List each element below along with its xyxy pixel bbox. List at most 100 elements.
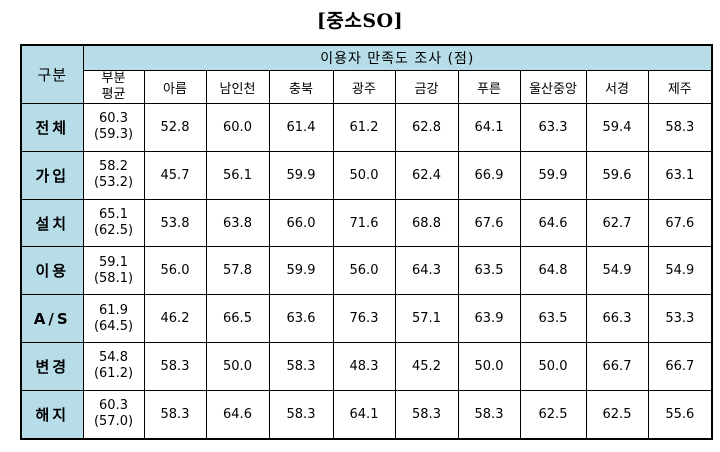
table-row: 가입 58.2 (53.2) 45.7 56.1 59.9 50.0 62.4 66.9 59.9… xyxy=(20,150,713,200)
table-cell: 63.5 xyxy=(519,294,587,344)
table-row: A/S 61.9 (64.5) 46.2 66.5 63.6 76.3 57.1 63.9 63.… xyxy=(20,294,713,344)
table-cell: 62.8 xyxy=(394,103,459,152)
table-cell: 64.1 xyxy=(332,389,396,440)
table-cell: 76.3 xyxy=(332,294,396,344)
table-cell: 50.0 xyxy=(205,342,270,391)
table-row: 설치 65.1 (62.5) 53.8 63.8 66.0 71.6 68.8 67.6 64.6… xyxy=(20,198,713,248)
row-average-previous: (61.2) xyxy=(93,366,134,382)
table-cell: 64.6 xyxy=(519,198,587,248)
table-title: [중소SO] xyxy=(316,10,404,32)
row-average-previous: (62.5) xyxy=(93,223,134,239)
table-cell: 58.3 xyxy=(457,389,521,440)
group-header: 이용자 만족도 조사 (점) xyxy=(82,44,713,71)
row-average-current: 60.3 xyxy=(99,398,128,414)
satisfaction-table: 구분 이용자 만족도 조사 (점) 부분 평균 아름 남인천 충북 광주 금강 푸른 울산중… xyxy=(20,44,714,440)
table-cell: 62.7 xyxy=(585,198,649,248)
table-cell: 58.3 xyxy=(647,103,713,152)
table-cell: 67.6 xyxy=(647,198,713,248)
table-row: 해지 60.3 (57.0) 58.3 64.6 58.3 64.1 58.3 58.3 62.5… xyxy=(20,389,713,440)
row-label: 가입 xyxy=(20,150,84,200)
row-average-previous: (64.5) xyxy=(93,318,134,334)
table-cell: 66.7 xyxy=(585,342,649,391)
table-cell: 53.3 xyxy=(647,294,713,344)
table-cell: 58.3 xyxy=(268,342,334,391)
table-cell: 59.6 xyxy=(585,150,649,200)
row-average-current: 58.2 xyxy=(99,159,128,175)
table-cell: 66.9 xyxy=(457,150,521,200)
table-cell: 63.5 xyxy=(457,246,521,296)
table-cell: 50.0 xyxy=(332,150,396,200)
table-row: 전체 60.3 (59.3) 52.8 60.0 61.4 61.2 62.8 64.1 63.3… xyxy=(20,103,713,152)
table-cell: 61.4 xyxy=(268,103,334,152)
row-average-previous: (53.2) xyxy=(93,175,134,191)
table-cell: 58.3 xyxy=(268,389,334,440)
table-cell: 62.4 xyxy=(394,150,459,200)
group-header-row: 구분 이용자 만족도 조사 (점) xyxy=(20,44,713,104)
table-body: 전체 60.3 (59.3) 52.8 60.0 61.4 61.2 62.8 64.1 63.3… xyxy=(20,103,713,440)
table-cell: 55.6 xyxy=(647,389,713,440)
table-cell: 71.6 xyxy=(332,198,396,248)
row-average-current: 54.8 xyxy=(99,350,128,366)
row-average: 54.8 (61.2) xyxy=(82,342,145,391)
column-header: 제주 xyxy=(647,70,713,104)
table-cell: 56.0 xyxy=(143,246,207,296)
row-average: 60.3 (59.3) xyxy=(82,103,145,152)
table-cell: 50.0 xyxy=(519,342,587,391)
row-average: 65.1 (62.5) xyxy=(82,198,145,248)
column-header: 광주 xyxy=(332,70,396,104)
table-cell: 66.5 xyxy=(205,294,270,344)
column-header: 충북 xyxy=(268,70,334,104)
row-average: 58.2 (53.2) xyxy=(82,150,145,200)
table-cell: 57.1 xyxy=(394,294,459,344)
table-cell: 66.0 xyxy=(268,198,334,248)
column-header: 금강 xyxy=(394,70,459,104)
table-cell: 59.9 xyxy=(268,150,334,200)
row-label: 전체 xyxy=(20,103,84,152)
table-cell: 48.3 xyxy=(332,342,396,391)
table-row: 변경 54.8 (61.2) 58.3 50.0 58.3 48.3 45.2 50.0 50.0… xyxy=(20,342,713,391)
table-cell: 63.1 xyxy=(647,150,713,200)
table-cell: 64.3 xyxy=(394,246,459,296)
row-label: 설치 xyxy=(20,198,84,248)
table-cell: 58.3 xyxy=(143,342,207,391)
table-cell: 63.3 xyxy=(519,103,587,152)
table-cell: 54.9 xyxy=(647,246,713,296)
table-cell: 58.3 xyxy=(143,389,207,440)
table-cell: 63.6 xyxy=(268,294,334,344)
row-average: 61.9 (64.5) xyxy=(82,294,145,344)
table-cell: 50.0 xyxy=(457,342,521,391)
table-cell: 52.8 xyxy=(143,103,207,152)
row-label: A/S xyxy=(20,294,84,344)
table-cell: 62.5 xyxy=(519,389,587,440)
table-cell: 67.6 xyxy=(457,198,521,248)
table-cell: 59.9 xyxy=(268,246,334,296)
row-average: 59.1 (58.1) xyxy=(82,246,145,296)
row-average-previous: (58.1) xyxy=(93,270,134,286)
row-header-label: 구분 xyxy=(20,44,84,104)
column-header-row: 부분 평균 아름 남인천 충북 광주 금강 푸른 울산중앙 서경 제주 xyxy=(21,70,713,104)
table-cell: 63.8 xyxy=(205,198,270,248)
avg-header: 부분 평균 xyxy=(82,70,145,104)
column-header: 서경 xyxy=(585,70,649,104)
avg-header-line2: 평균 xyxy=(101,87,126,102)
column-header: 푸른 xyxy=(457,70,521,104)
table-cell: 45.7 xyxy=(143,150,207,200)
table-cell: 64.1 xyxy=(457,103,521,152)
table-cell: 61.2 xyxy=(332,103,396,152)
avg-header-line1: 부분 xyxy=(101,71,126,86)
table-cell: 59.4 xyxy=(585,103,649,152)
table-cell: 58.3 xyxy=(394,389,459,440)
table-cell: 56.1 xyxy=(205,150,270,200)
row-average-current: 65.1 xyxy=(99,207,128,223)
table-cell: 63.9 xyxy=(457,294,521,344)
table-cell: 54.9 xyxy=(585,246,649,296)
table-cell: 46.2 xyxy=(143,294,207,344)
column-header: 울산중앙 xyxy=(519,70,587,104)
row-average-current: 59.1 xyxy=(99,254,128,270)
table-cell: 64.6 xyxy=(205,389,270,440)
table-cell: 53.8 xyxy=(143,198,207,248)
row-average-previous: (59.3) xyxy=(93,127,134,143)
table-cell: 66.7 xyxy=(647,342,713,391)
row-average: 60.3 (57.0) xyxy=(82,389,145,440)
table-cell: 66.3 xyxy=(585,294,649,344)
